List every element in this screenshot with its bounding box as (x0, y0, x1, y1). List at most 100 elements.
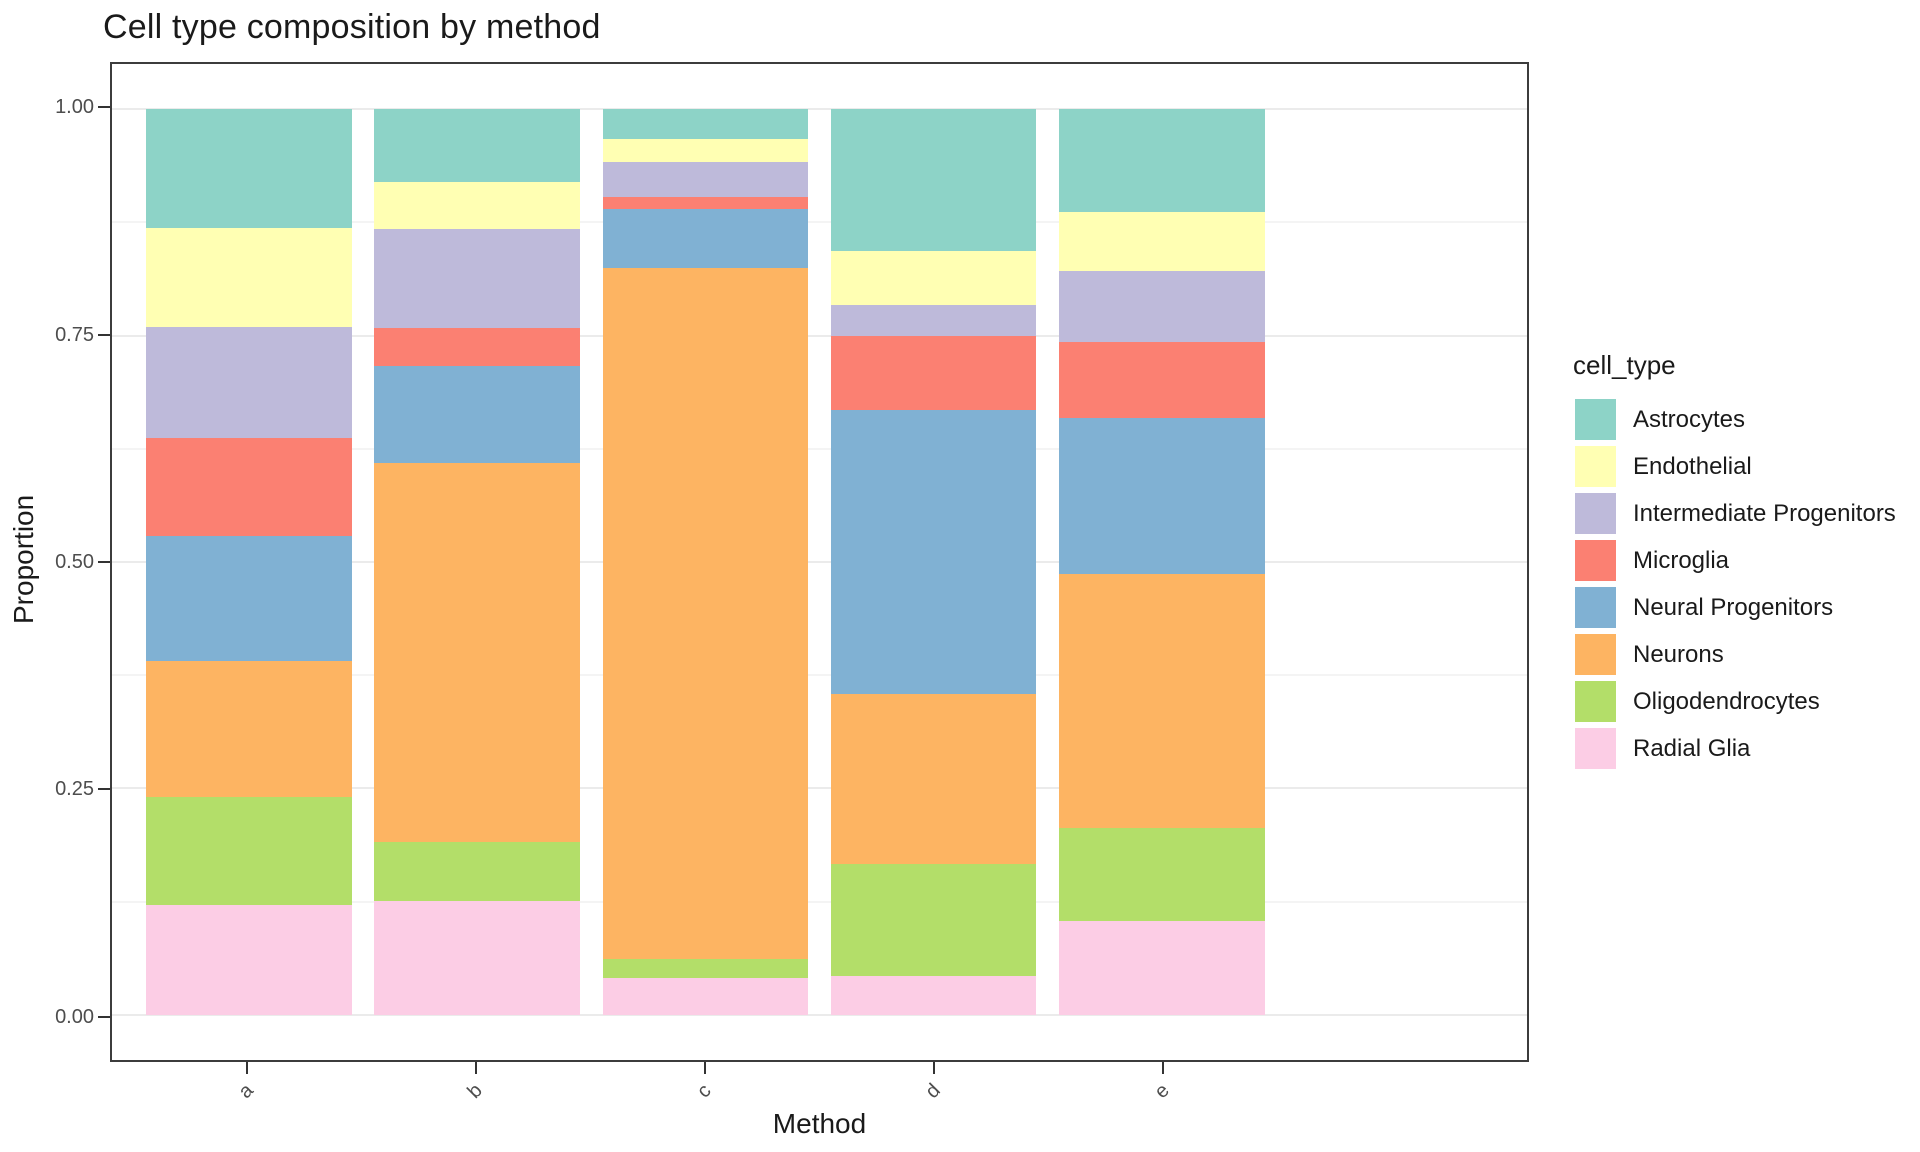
bar-segment-d (830, 335, 1037, 410)
y-tick-label: 0.25 (55, 778, 94, 801)
legend-item-label: Oligodendrocytes (1633, 687, 1820, 715)
bar-segment-c (602, 139, 809, 162)
bar-segment-c (602, 267, 809, 959)
bar-segment-a (146, 437, 352, 536)
legend-item: Neurons (1575, 634, 1896, 675)
minor-gridline (112, 900, 1527, 903)
x-tick-label: b (463, 1079, 487, 1103)
bar-segment-d (830, 250, 1037, 305)
x-tick-label: e (1150, 1079, 1174, 1103)
y-tick-mark (98, 788, 110, 791)
y-tick-label: 1.00 (55, 96, 94, 119)
legend: cell_type Astrocytes Endothelial Intermedi… (1573, 350, 1896, 775)
legend-item: Neural Progenitors (1575, 587, 1896, 628)
plot-panel (110, 62, 1529, 1062)
bar-segment-a (146, 535, 352, 661)
legend-item-label: Radial Glia (1633, 734, 1751, 762)
bar-segment-a (146, 660, 352, 798)
x-tick-label: d (921, 1079, 945, 1103)
legend-swatch (1575, 493, 1616, 534)
legend-item-label: Intermediate Progenitors (1633, 499, 1896, 527)
y-tick-label: 0.75 (55, 323, 94, 346)
bar-segment-c (602, 208, 809, 268)
bar-segment-b (374, 228, 580, 329)
bar-segment-e (1059, 418, 1265, 574)
major-gridline (112, 787, 1527, 790)
bar-segment-a (146, 797, 352, 906)
bar-segment-a (146, 327, 352, 438)
legend-items: Astrocytes Endothelial Intermediate Progen… (1575, 399, 1896, 769)
bar-segment-c (602, 161, 809, 198)
x-tick-mark (475, 1062, 478, 1074)
bar-segment-d (830, 109, 1037, 251)
x-axis-title: Method (772, 1108, 867, 1139)
bar-segment-b (374, 109, 580, 182)
legend-swatch (1575, 587, 1616, 628)
bar-segment-c (602, 197, 809, 209)
bar-segment-b (374, 365, 580, 464)
bar-segment-b (374, 900, 580, 1015)
bar-segment-c (602, 977, 809, 1015)
legend-item: Radial Glia (1575, 728, 1896, 769)
bar-segment-d (830, 409, 1037, 695)
bar-segment-d (830, 694, 1037, 865)
bar-segment-e (1059, 573, 1265, 829)
legend-item: Microglia (1575, 540, 1896, 581)
y-tick-mark (98, 561, 110, 563)
y-tick-mark (98, 333, 110, 336)
bar-segment-d (830, 864, 1037, 976)
bar-segment-a (146, 227, 352, 328)
minor-gridline (112, 221, 1527, 224)
bar-segment-b (374, 841, 580, 901)
major-gridline (112, 561, 1527, 563)
chart-title: Cell type composition by method (103, 8, 601, 46)
bar-segment-b (374, 463, 580, 842)
major-gridline (112, 1013, 1527, 1016)
bar-segment-e (1059, 271, 1265, 342)
bar-segment-b (374, 181, 580, 229)
bar-segment-c (602, 958, 809, 978)
major-gridline (112, 108, 1527, 111)
x-tick-label: c (692, 1079, 716, 1103)
legend-item: Endothelial (1575, 446, 1896, 487)
legend-item: Intermediate Progenitors (1575, 493, 1896, 534)
legend-item: Oligodendrocytes (1575, 681, 1896, 722)
legend-title: cell_type (1573, 350, 1676, 380)
x-tick-mark (246, 1062, 249, 1074)
bar-segment-a (146, 905, 352, 1015)
bar-segment-c (602, 109, 809, 140)
y-tick-mark (98, 1015, 110, 1018)
x-tick-mark (932, 1062, 935, 1074)
legend-item: Astrocytes (1575, 399, 1896, 440)
legend-swatch (1575, 634, 1616, 675)
legend-item-label: Neural Progenitors (1633, 593, 1834, 621)
legend-swatch (1575, 728, 1616, 769)
minor-gridline (112, 447, 1527, 450)
bar-segment-a (146, 109, 352, 228)
bar-segment-e (1059, 828, 1265, 922)
major-gridline (112, 334, 1527, 337)
y-tick-label: 0.00 (55, 1005, 94, 1028)
y-tick-mark (98, 106, 110, 109)
legend-swatch (1575, 540, 1616, 581)
bar-segment-d (830, 304, 1037, 336)
legend-item-label: Neurons (1633, 640, 1724, 668)
legend-swatch (1575, 446, 1616, 487)
legend-swatch (1575, 399, 1616, 440)
bar-segment-e (1059, 921, 1265, 1015)
bar-segment-e (1059, 341, 1265, 419)
y-tick-label: 0.50 (55, 551, 94, 573)
x-tick-mark (1161, 1062, 1164, 1074)
x-tick-label: a (234, 1079, 259, 1103)
bar-segment-b (374, 328, 580, 366)
x-tick-mark (704, 1062, 707, 1074)
bar-segment-d (830, 975, 1037, 1015)
bar-segment-e (1059, 109, 1265, 213)
legend-item-label: Microglia (1633, 546, 1730, 574)
legend-swatch (1575, 681, 1616, 722)
legend-item-label: Astrocytes (1633, 405, 1746, 433)
minor-gridline (112, 674, 1527, 677)
legend-item-label: Endothelial (1633, 452, 1752, 480)
bar-segment-e (1059, 212, 1265, 272)
